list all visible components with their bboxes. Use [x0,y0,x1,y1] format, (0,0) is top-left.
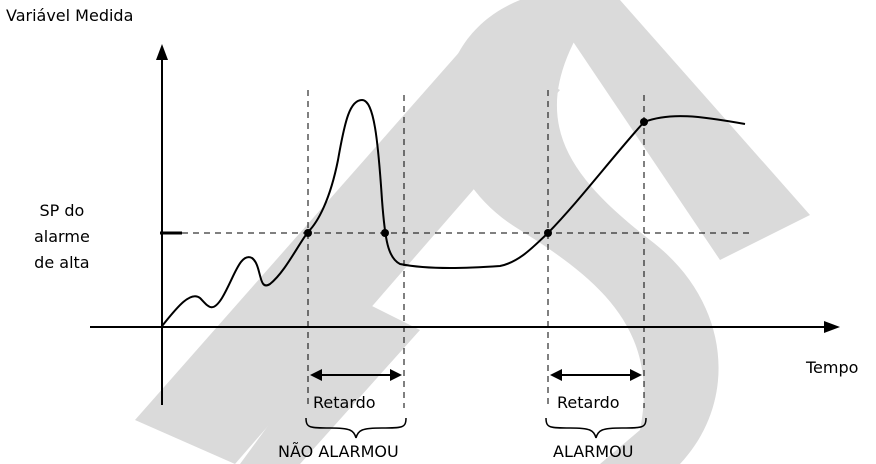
crossing-point-1 [304,229,312,237]
result-alarmed: ALARMOU [553,442,634,461]
brace-right [545,417,647,439]
watermark-stroke-top [545,0,810,260]
time-markers [307,90,645,408]
delay-arrow-left [310,369,402,381]
crossing-point-3 [544,229,552,237]
x-axis-arrow [824,321,840,333]
measured-variable-curve [161,98,746,327]
y-axis-arrow [156,44,168,60]
brace-left [305,417,407,439]
x-axis-title: Tempo [806,358,859,377]
setpoint-label-line-3: de alta [34,253,90,272]
setpoint-label-line-2: alarme [34,227,90,246]
watermark-s-curve [445,0,719,464]
result-not-alarmed: NÃO ALARMOU [278,442,399,461]
setpoint-label-line-1: SP do [39,201,85,220]
watermark [135,0,810,464]
axes [90,52,832,405]
crossing-point-4 [640,118,648,126]
setpoint-label: SP do alarme de alta [34,198,90,276]
delay-label-right: Retardo [557,393,620,412]
delay-label-left: Retardo [313,393,376,412]
crossing-point-2 [381,229,389,237]
delay-arrow-right [550,369,642,381]
y-axis-title: Variável Medida [6,6,134,25]
watermark-stroke-bottom [240,300,420,464]
